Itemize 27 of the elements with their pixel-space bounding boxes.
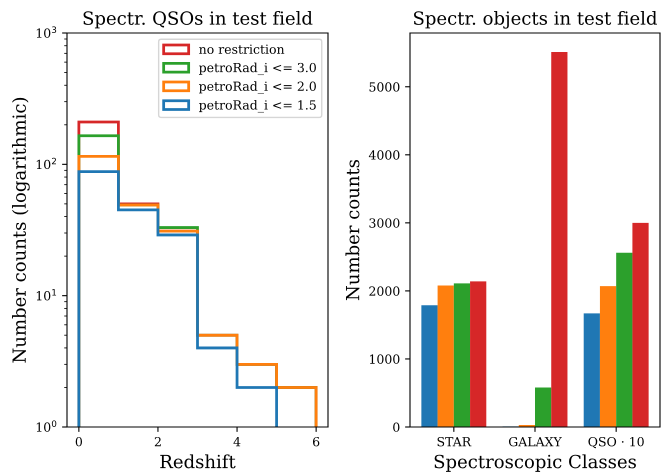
x-tick-label: 0 [76,436,82,446]
y-tick-label: 3000 [369,218,400,228]
y-tick-label: 10$^{0}$ [36,420,56,432]
chart-title: Spectr. objects in test field [414,10,657,29]
y-axis-title: Number counts [345,160,360,300]
y-tick-label: 0 [393,422,400,432]
x-tick-label: 6 [312,436,320,446]
legend-label: no restriction [199,44,284,54]
y-tick-label: 10$^{2}$ [36,158,56,170]
x-tick-label: 2 [154,436,161,446]
x-tick-label: GALAXY [508,436,562,446]
x-tick-label: 4 [233,436,240,446]
x-axis-title: Spectroscopic Classes [434,454,636,472]
y-tick-label: 10$^{3}$ [36,26,56,38]
y-tick-label: 4000 [368,150,400,160]
legend-label: petroRad_i <= 1.5 [199,100,316,112]
legend-label: petroRad_i <= 3.0 [199,62,316,76]
y-tick-label: 1000 [370,354,400,364]
y-axis-title: Number counts (logarithmic) [12,98,30,363]
x-axis-title: Redshift [160,454,236,468]
x-tick-label: STAR [438,436,472,446]
y-tick-label: 5000 [370,82,400,92]
x-tick-label: QSO · 10 [588,436,644,448]
chart-title: Spectr. QSOs in test field [84,10,312,28]
y-tick-label: 2000 [369,286,400,296]
y-tick-label: 10$^{1}$ [36,289,56,301]
legend-label: petroRad_i <= 2.0 [199,81,316,94]
